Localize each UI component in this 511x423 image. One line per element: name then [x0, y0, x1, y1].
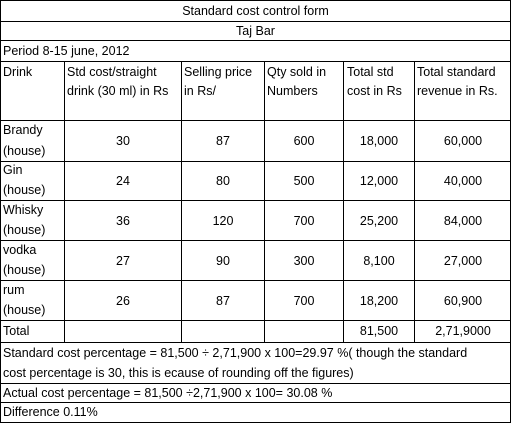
difference-note: Difference 0.11% — [3, 405, 98, 419]
header-total-revenue: Total standard — [417, 65, 496, 79]
standard-cost-note: Standard cost percentage = 81,500 ÷ 2,71… — [3, 346, 468, 360]
drink-name: (house) — [3, 303, 46, 317]
qty-value: 600 — [293, 134, 315, 148]
total-label: Total — [3, 324, 30, 338]
header-selling-price: in Rs/ — [184, 84, 216, 98]
grid-line — [0, 402, 511, 403]
drink-name: Whisky — [3, 203, 44, 217]
grid-line — [0, 320, 511, 321]
drink-name: (house) — [3, 223, 46, 237]
std-cost-value: 26 — [116, 294, 130, 308]
header-qty-sold: Qty sold in — [267, 65, 327, 79]
form-title: Standard cost control form — [182, 4, 329, 18]
total-revenue-value: 27,000 — [443, 254, 483, 268]
grid-line — [0, 280, 511, 281]
std-cost-value: 30 — [116, 134, 130, 148]
grid-line — [0, 120, 511, 121]
grid-line — [0, 200, 511, 201]
drink-name: (house) — [3, 263, 46, 277]
total-revenue-sum: 2,71,9000 — [435, 324, 491, 338]
total-cost-value: 18,000 — [359, 134, 399, 148]
grid-line — [414, 61, 415, 342]
total-revenue-value: 84,000 — [443, 214, 483, 228]
grid-line — [64, 61, 65, 342]
header-std-cost: Std cost/straight — [67, 65, 157, 79]
header-total-std-cost: Total std — [347, 65, 394, 79]
actual-cost-note: Actual cost percentage = 81,500 ÷2,71,90… — [3, 386, 333, 400]
grid-line — [0, 0, 1, 423]
total-cost-value: 12,000 — [359, 174, 399, 188]
total-cost-value: 18,200 — [359, 294, 399, 308]
grid-line — [0, 240, 511, 241]
selling-price-value: 90 — [216, 254, 230, 268]
drink-name: Gin — [3, 163, 23, 177]
selling-price-value: 87 — [216, 134, 230, 148]
selling-price-value: 120 — [212, 214, 234, 228]
grid-line — [264, 61, 265, 342]
selling-price-value: 87 — [216, 294, 230, 308]
total-cost-value: 8,100 — [363, 254, 395, 268]
period-label: Period 8-15 june, 2012 — [3, 44, 130, 58]
qty-value: 700 — [293, 294, 315, 308]
total-revenue-value: 60,000 — [443, 134, 483, 148]
drink-name: vodka — [3, 243, 37, 257]
grid-line — [0, 0, 511, 1]
grid-line — [181, 61, 182, 342]
total-revenue-value: 60,900 — [443, 294, 483, 308]
total-cost-value: 25,200 — [359, 214, 399, 228]
std-cost-value: 24 — [116, 174, 130, 188]
qty-value: 300 — [293, 254, 315, 268]
drink-name: (house) — [3, 144, 46, 158]
grid-line — [0, 61, 511, 62]
std-cost-value: 36 — [116, 214, 130, 228]
grid-line — [0, 342, 511, 343]
header-std-cost: drink (30 ml) in Rs — [67, 84, 169, 98]
header-drink: Drink — [3, 65, 33, 79]
total-revenue-value: 40,000 — [443, 174, 483, 188]
grid-line — [0, 383, 511, 384]
header-total-revenue: revenue in Rs. — [417, 84, 498, 98]
header-total-std-cost: cost in Rs — [347, 84, 402, 98]
std-cost-value: 27 — [116, 254, 130, 268]
header-selling-price: Selling price — [184, 65, 253, 79]
grid-line — [343, 61, 344, 342]
grid-line — [0, 40, 511, 41]
selling-price-value: 80 — [216, 174, 230, 188]
bar-name: Taj Bar — [236, 24, 275, 38]
drink-name: (house) — [3, 183, 46, 197]
qty-value: 500 — [293, 174, 315, 188]
total-cost-sum: 81,500 — [359, 324, 399, 338]
header-qty-sold: Numbers — [267, 84, 318, 98]
drink-name: Brandy — [3, 123, 43, 137]
qty-value: 700 — [293, 214, 315, 228]
grid-line — [0, 21, 511, 22]
grid-line — [0, 161, 511, 162]
standard-cost-note: cost percentage is 30, this is ecause of… — [3, 366, 354, 380]
drink-name: rum — [3, 283, 25, 297]
